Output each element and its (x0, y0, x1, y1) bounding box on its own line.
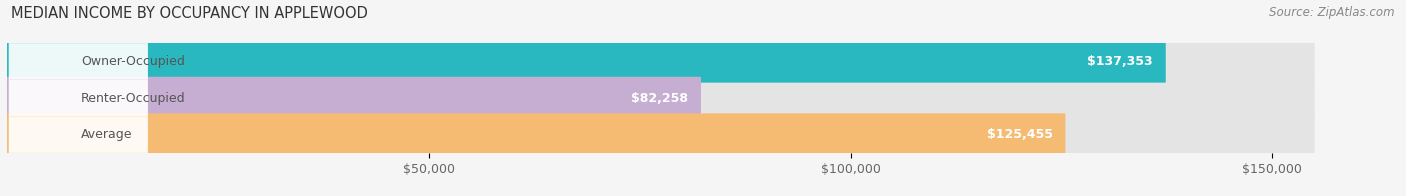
Text: Owner-Occupied: Owner-Occupied (82, 55, 184, 68)
Text: Source: ZipAtlas.com: Source: ZipAtlas.com (1270, 6, 1395, 19)
Text: $82,258: $82,258 (631, 92, 689, 104)
Text: $137,353: $137,353 (1087, 55, 1153, 68)
Text: MEDIAN INCOME BY OCCUPANCY IN APPLEWOOD: MEDIAN INCOME BY OCCUPANCY IN APPLEWOOD (11, 6, 368, 21)
FancyBboxPatch shape (7, 40, 1315, 83)
FancyBboxPatch shape (7, 77, 1315, 119)
FancyBboxPatch shape (8, 116, 148, 153)
FancyBboxPatch shape (7, 40, 1166, 83)
Text: $125,455: $125,455 (987, 128, 1053, 141)
Text: Average: Average (82, 128, 132, 141)
Text: Renter-Occupied: Renter-Occupied (82, 92, 186, 104)
FancyBboxPatch shape (7, 77, 702, 119)
FancyBboxPatch shape (7, 113, 1066, 156)
FancyBboxPatch shape (7, 113, 1315, 156)
FancyBboxPatch shape (8, 80, 148, 116)
FancyBboxPatch shape (8, 43, 148, 80)
